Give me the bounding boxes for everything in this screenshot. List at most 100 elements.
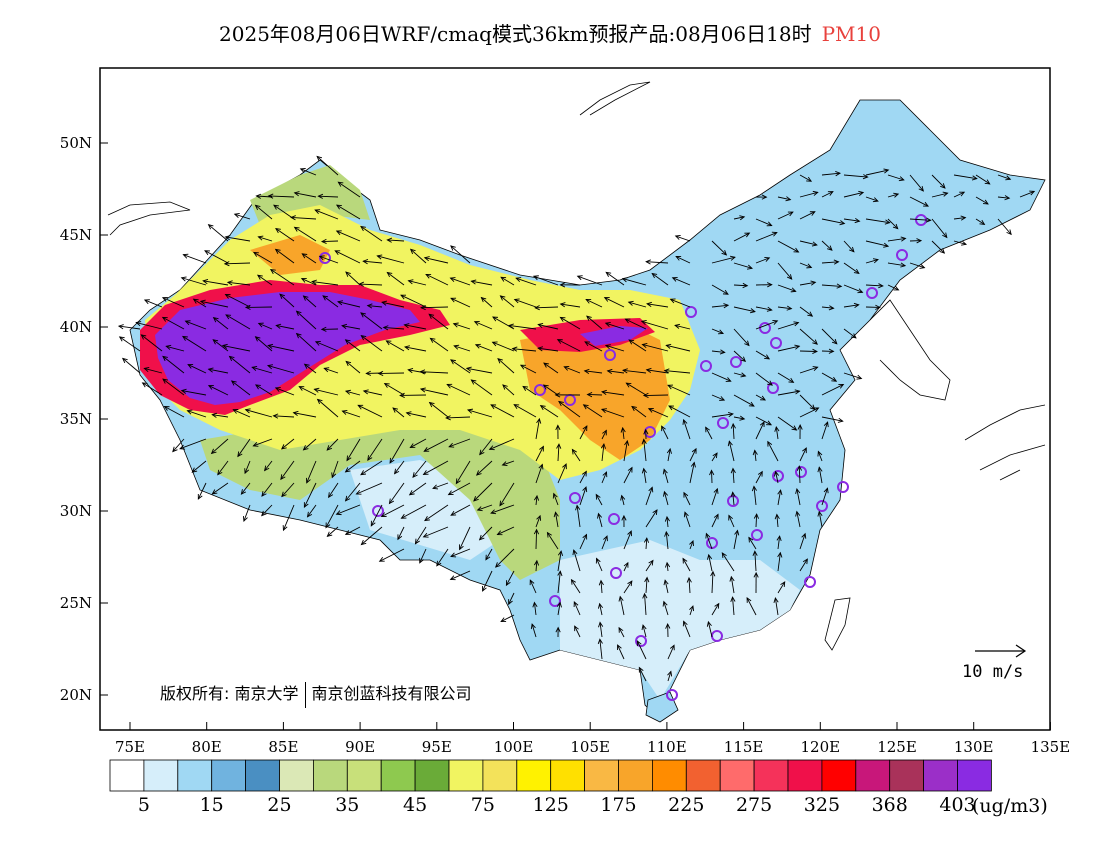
colorbar-label: 368 — [872, 794, 908, 816]
wind-arrow — [579, 486, 587, 506]
wind-arrowhead — [776, 535, 782, 542]
wind-arrow — [345, 271, 361, 286]
wind-arrowhead — [813, 407, 820, 413]
wind-arrowhead — [674, 235, 681, 240]
wind-arrowhead — [709, 469, 715, 476]
wind-arrowhead — [730, 491, 736, 498]
wind-arrow — [424, 504, 449, 521]
colorbar-label: 25 — [267, 794, 291, 816]
wind-arrowhead — [298, 386, 305, 391]
wind-arrow — [363, 390, 383, 396]
wind-arrow — [607, 370, 625, 374]
wind-arrowhead — [303, 502, 309, 509]
wind-arrow — [577, 275, 603, 286]
colorbar-label: 225 — [668, 794, 704, 816]
wind-arrow — [450, 297, 471, 308]
wind-arrow — [599, 622, 603, 638]
wind-arrow — [732, 423, 735, 440]
wind-arrow — [821, 488, 828, 506]
wind-arrow — [522, 386, 537, 396]
wind-arrow — [345, 482, 361, 502]
wind-arrowhead — [474, 343, 481, 349]
wind-arrow — [547, 532, 559, 550]
wind-arrow — [182, 336, 207, 352]
wind-arrowhead — [817, 466, 823, 473]
wind-arrowhead — [747, 264, 753, 270]
wind-arrowhead — [256, 274, 263, 280]
wind-arrowhead — [267, 193, 274, 199]
colorbar-label: 403 — [939, 794, 975, 816]
wind-arrowhead — [314, 209, 321, 215]
wind-arrowhead — [713, 487, 719, 494]
wind-arrowhead — [251, 366, 258, 371]
wind-arrow — [600, 580, 603, 594]
wind-arrowhead — [979, 219, 986, 225]
colorbar-label: 125 — [533, 794, 569, 816]
wind-arrow — [356, 482, 383, 495]
wind-arrowhead — [574, 625, 579, 632]
wind-arrow — [755, 471, 763, 484]
wind-arrow — [798, 466, 801, 484]
wind-arrow — [489, 438, 515, 450]
lat-tick-label: 20N — [60, 686, 92, 704]
wind-arrowhead — [537, 346, 544, 352]
wind-arrowhead — [538, 463, 544, 470]
wind-arrow — [755, 372, 773, 386]
wind-arrowhead — [961, 240, 968, 246]
wind-arrowhead — [582, 404, 589, 410]
wind-arrowhead — [376, 254, 383, 260]
wind-arrowhead — [344, 389, 351, 395]
wind-arrow — [583, 404, 603, 418]
wind-arrow — [997, 196, 1010, 199]
colorbar-swatch — [346, 759, 382, 792]
wind-arrowhead — [835, 171, 842, 177]
wind-arrow — [273, 415, 295, 418]
wind-arrow — [229, 356, 251, 374]
wind-arrow — [345, 526, 361, 535]
wind-arrow — [645, 538, 648, 550]
lon-tick-label: 135E — [1031, 738, 1071, 756]
wind-arrow — [357, 404, 383, 418]
wind-arrow — [453, 323, 471, 330]
wind-arrowhead — [419, 387, 426, 393]
wind-arrowhead — [559, 282, 566, 288]
wind-arrowhead — [385, 340, 392, 346]
wind-arrow — [293, 412, 317, 418]
wind-arrowhead — [748, 536, 754, 543]
wind-arrowhead — [344, 530, 351, 535]
wind-arrow — [705, 427, 713, 440]
wind-arrowhead — [290, 215, 296, 221]
wind-arrow — [645, 509, 658, 528]
wind-arrowhead — [192, 298, 199, 304]
wind-arrow — [571, 579, 581, 594]
wind-arrow — [579, 425, 588, 440]
wind-arrowhead — [318, 255, 325, 261]
wind-arrowhead — [729, 255, 736, 261]
wind-arrow — [667, 448, 671, 462]
wind-arrow — [166, 345, 185, 352]
wind-arrow — [261, 482, 273, 497]
wind-arrow — [424, 257, 449, 264]
wind-arrowhead — [414, 538, 420, 545]
wind-arrow — [572, 449, 581, 462]
wind-arrowhead — [674, 323, 681, 329]
wind-arrow — [755, 514, 758, 528]
wind-arrow — [557, 571, 561, 594]
wind-arrowhead — [959, 191, 966, 197]
wind-arrow — [535, 464, 543, 484]
wind-arrow — [315, 341, 339, 352]
wind-arrowhead — [362, 259, 369, 265]
wind-arrow — [459, 526, 471, 550]
wind-arrow — [604, 297, 625, 308]
wind-arrowhead — [669, 644, 675, 651]
wind-arrowhead — [357, 404, 364, 410]
wind-arrowhead — [323, 367, 330, 373]
wind-arrowhead — [559, 316, 566, 322]
wind-arrowhead — [490, 509, 497, 515]
wind-arrow — [328, 482, 339, 498]
wind-arrow — [436, 548, 449, 566]
orange-region — [520, 320, 670, 460]
wind-arrow — [711, 571, 714, 594]
wind-arrow — [387, 272, 405, 286]
wind-arrowhead — [273, 204, 279, 210]
